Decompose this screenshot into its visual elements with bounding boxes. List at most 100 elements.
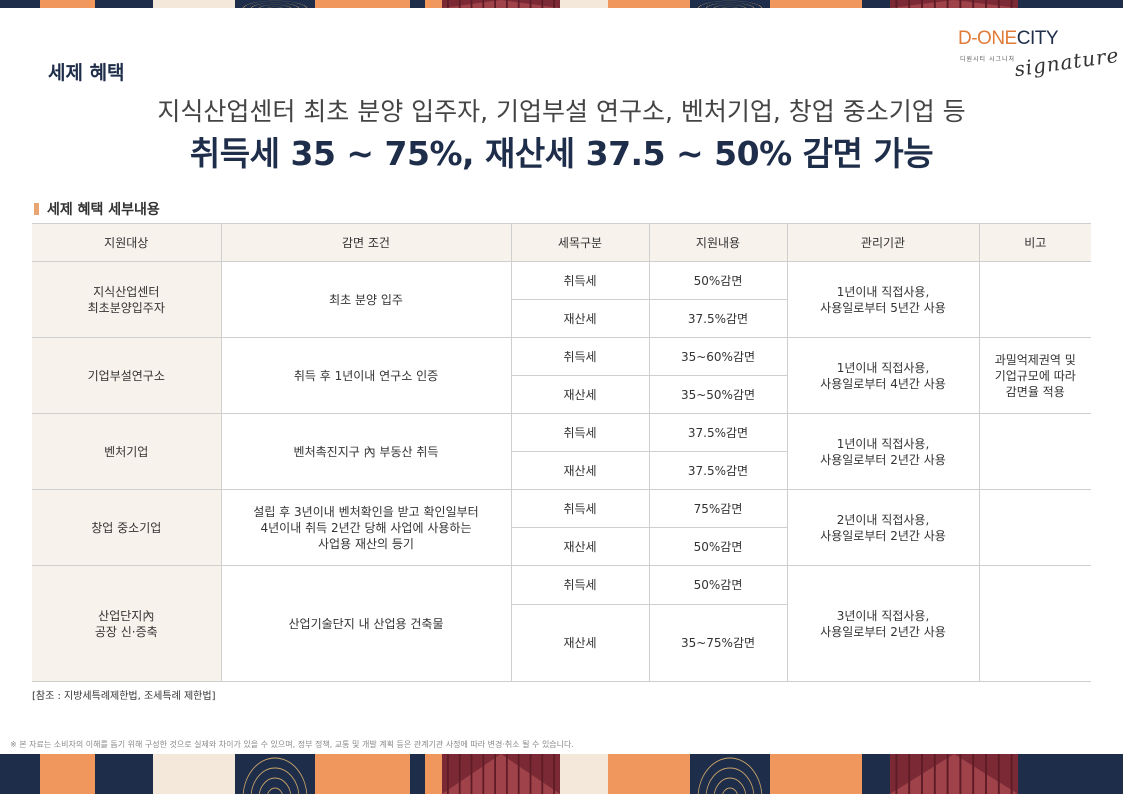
cell-support: 50%감면 bbox=[648, 565, 788, 605]
band-segment bbox=[153, 0, 235, 8]
cell-note-empty bbox=[978, 489, 1091, 566]
cell-tax-type: 취득세 bbox=[510, 489, 650, 528]
band-segment bbox=[690, 0, 770, 8]
cell-tax-type: 취득세 bbox=[510, 413, 650, 452]
band-segment bbox=[890, 0, 1018, 8]
cell-target: 창업 중소기업 bbox=[32, 489, 222, 566]
table-row: 벤처기업 벤처촉진지구 內 부동산 취득 취득세 37.5%감면 1년이내 직접… bbox=[32, 413, 1091, 490]
cell-condition: 최초 분양 입주 bbox=[220, 261, 512, 338]
header-target: 지원대상 bbox=[32, 223, 222, 262]
cell-condition: 벤처촉진지구 內 부동산 취득 bbox=[220, 413, 512, 490]
band-segment bbox=[410, 0, 425, 8]
reference-note: [참조 : 지방세특례제한법, 조세특례 제한법] bbox=[32, 691, 216, 702]
table-header-row: 지원대상 감면 조건 세목구분 지원내용 관리기관 비고 bbox=[32, 223, 1091, 262]
cell-support: 37.5%감면 bbox=[648, 451, 787, 490]
triangle-pattern-icon bbox=[442, 754, 560, 794]
band-segment bbox=[235, 0, 315, 8]
header-note: 비고 bbox=[978, 223, 1091, 262]
band-segment bbox=[690, 754, 770, 794]
table-row: 창업 중소기업 설립 후 3년이내 벤처확인을 받고 확인일부터 4년이내 취득 … bbox=[32, 489, 1091, 566]
band-segment bbox=[235, 754, 315, 794]
arc-pattern-icon bbox=[697, 757, 763, 794]
band-segment bbox=[608, 0, 690, 8]
cell-target: 기업부설연구소 bbox=[32, 337, 222, 414]
cell-condition: 산업기술단지 내 산업용 건축물 bbox=[220, 565, 512, 682]
band-segment bbox=[1018, 754, 1123, 794]
table-row: 기업부설연구소 취득 후 1년이내 연구소 인증 취득세 35~60%감면 1년… bbox=[32, 337, 1091, 414]
header-support: 지원내용 bbox=[648, 223, 788, 262]
arc-pattern-icon bbox=[697, 0, 763, 8]
logo-brand-city: CITY bbox=[1016, 28, 1059, 49]
band-segment bbox=[442, 0, 560, 8]
cell-note-empty bbox=[978, 261, 1091, 338]
triangle-pattern-icon bbox=[442, 0, 560, 8]
logo-brand-main: D-ONE bbox=[958, 28, 1017, 49]
cell-target: 산업단지內 공장 신·증축 bbox=[32, 565, 222, 682]
cell-management: 1년이내 직접사용, 사용일로부터 2년간 사용 bbox=[786, 413, 980, 490]
cell-support: 50%감면 bbox=[648, 261, 788, 300]
page-title: 세제 혜택 bbox=[48, 62, 125, 84]
cell-target: 지식산업센터 최초분양입주자 bbox=[32, 261, 222, 338]
band-segment bbox=[315, 754, 410, 794]
table-row: 재산세 37.5%감면 bbox=[32, 451, 1091, 490]
cell-support: 37.5%감면 bbox=[648, 413, 788, 452]
cell-support: 35~75%감면 bbox=[648, 604, 787, 682]
cell-management: 2년이내 직접사용, 사용일로부터 2년간 사용 bbox=[786, 489, 980, 566]
cell-tax-type: 취득세 bbox=[510, 337, 650, 376]
tax-benefit-table: 지원대상 감면 조건 세목구분 지원내용 관리기관 비고 지식산업센터 최초분양입… bbox=[32, 223, 1091, 682]
band-segment bbox=[560, 0, 608, 8]
band-segment bbox=[40, 754, 95, 794]
cell-support: 35~60%감면 bbox=[648, 337, 788, 376]
band-segment bbox=[425, 0, 442, 8]
logo-subtitle: 디원시티 시그니처 bbox=[960, 56, 1016, 63]
triangle-pattern-icon bbox=[890, 754, 1018, 794]
headline-subtitle: 지식산업센터 최초 분양 입주자, 기업부설 연구소, 벤처기업, 창업 중소기… bbox=[157, 97, 966, 126]
cell-tax-type: 재산세 bbox=[511, 527, 650, 566]
brand-logo: D-ONECITY 디원시티 시그니처 signature bbox=[958, 28, 1121, 81]
band-segment bbox=[0, 754, 40, 794]
band-segment bbox=[95, 0, 153, 8]
cell-tax-type: 취득세 bbox=[510, 565, 650, 605]
table-row: 지식산업센터 최초분양입주자 최초 분양 입주 취득세 50%감면 1년이내 직접… bbox=[32, 261, 1091, 338]
cell-tax-type: 취득세 bbox=[510, 261, 650, 300]
band-segment bbox=[442, 754, 560, 794]
arc-pattern-icon bbox=[242, 757, 308, 794]
band-segment bbox=[410, 754, 425, 794]
band-segment bbox=[40, 0, 95, 8]
cell-note-empty bbox=[978, 413, 1091, 490]
cell-note-empty bbox=[978, 565, 1091, 682]
bottom-decorative-band bbox=[0, 754, 1123, 794]
header-management: 관리기관 bbox=[786, 223, 980, 262]
headline-main: 취득세 35 ~ 75%, 재산세 37.5 ~ 50% 감면 가능 bbox=[189, 134, 934, 173]
disclaimer: ※ 본 자료는 소비자의 이해를 돕기 위해 구성한 것으로 실제와 차이가 있… bbox=[10, 740, 574, 749]
table-row: 산업단지內 공장 신·증축 산업기술단지 내 산업용 건축물 취득세 50%감면 … bbox=[32, 565, 1091, 682]
cell-support: 37.5%감면 bbox=[648, 299, 787, 338]
table-row: 재산세 35~50%감면 bbox=[32, 375, 1091, 414]
cell-condition: 취득 후 1년이내 연구소 인증 bbox=[220, 337, 512, 414]
cell-support: 75%감면 bbox=[648, 489, 788, 528]
band-segment bbox=[95, 754, 153, 794]
cell-note: 과밀억제권역 및 기업규모에 따라 감면율 적용 bbox=[978, 337, 1091, 414]
section-label: 세제 혜택 세부내용 bbox=[34, 199, 160, 219]
band-segment bbox=[425, 754, 442, 794]
top-decorative-band bbox=[0, 0, 1123, 8]
cell-support: 50%감면 bbox=[648, 527, 787, 566]
table-row: 재산세 37.5%감면 bbox=[32, 299, 1091, 338]
band-segment bbox=[608, 754, 690, 794]
section-label-text: 세제 혜택 세부내용 bbox=[47, 202, 160, 218]
band-segment bbox=[890, 754, 1018, 794]
band-segment bbox=[153, 754, 235, 794]
arc-pattern-icon bbox=[242, 0, 308, 8]
cell-management: 1년이내 직접사용, 사용일로부터 5년간 사용 bbox=[786, 261, 980, 338]
cell-management: 3년이내 직접사용, 사용일로부터 2년간 사용 bbox=[786, 565, 980, 682]
cell-tax-type: 재산세 bbox=[511, 375, 650, 414]
band-segment bbox=[0, 0, 40, 8]
cell-management: 1년이내 직접사용, 사용일로부터 4년간 사용 bbox=[786, 337, 980, 414]
band-segment bbox=[770, 0, 862, 8]
band-segment bbox=[862, 0, 890, 8]
table-row: 재산세 35~75%감면 bbox=[32, 604, 1091, 682]
cell-condition: 설립 후 3년이내 벤처확인을 받고 확인일부터 4년이내 취득 2년간 당해 사… bbox=[220, 489, 512, 566]
header-condition: 감면 조건 bbox=[220, 223, 512, 262]
band-segment bbox=[560, 754, 608, 794]
band-segment bbox=[770, 754, 862, 794]
